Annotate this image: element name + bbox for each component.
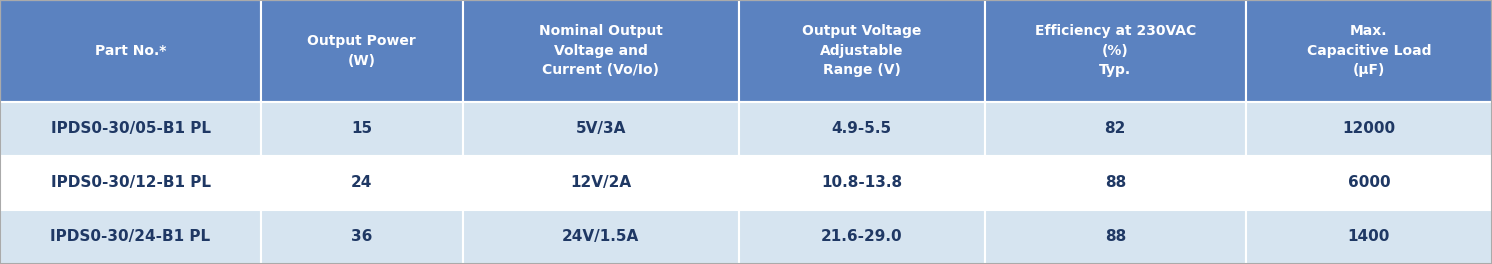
Text: IPDS0-30/12-B1 PL: IPDS0-30/12-B1 PL <box>51 175 210 190</box>
Bar <box>463 210 739 264</box>
Text: 24V/1.5A: 24V/1.5A <box>562 229 639 244</box>
Bar <box>463 156 739 210</box>
Text: IPDS0-30/05-B1 PL: IPDS0-30/05-B1 PL <box>51 121 210 136</box>
Text: Efficiency at 230VAC
(%)
Typ.: Efficiency at 230VAC (%) Typ. <box>1034 24 1197 77</box>
Bar <box>985 0 1246 102</box>
Text: 15: 15 <box>351 121 373 136</box>
Text: 12V/2A: 12V/2A <box>570 175 631 190</box>
Bar <box>0 102 261 156</box>
Text: 5V/3A: 5V/3A <box>576 121 625 136</box>
Bar <box>1246 156 1492 210</box>
Text: 88: 88 <box>1104 175 1126 190</box>
Bar <box>1246 102 1492 156</box>
Text: 36: 36 <box>351 229 373 244</box>
Bar <box>463 0 739 102</box>
Bar <box>1246 210 1492 264</box>
Bar <box>261 156 463 210</box>
Bar <box>463 102 739 156</box>
Text: 6000: 6000 <box>1347 175 1391 190</box>
Bar <box>261 0 463 102</box>
Text: 1400: 1400 <box>1347 229 1391 244</box>
Bar <box>261 210 463 264</box>
Bar <box>985 102 1246 156</box>
Bar <box>1246 0 1492 102</box>
Text: 21.6-29.0: 21.6-29.0 <box>821 229 903 244</box>
Bar <box>0 156 261 210</box>
Text: Output Power
(W): Output Power (W) <box>307 34 416 68</box>
Text: 88: 88 <box>1104 229 1126 244</box>
Text: Max.
Capacitive Load
(μF): Max. Capacitive Load (μF) <box>1307 24 1431 77</box>
Bar <box>739 210 985 264</box>
Bar <box>739 102 985 156</box>
Bar <box>739 156 985 210</box>
Bar <box>739 0 985 102</box>
Bar <box>0 0 261 102</box>
Text: 82: 82 <box>1104 121 1126 136</box>
Text: 10.8-13.8: 10.8-13.8 <box>821 175 903 190</box>
Bar <box>0 210 261 264</box>
Text: Nominal Output
Voltage and
Current (Vo/Io): Nominal Output Voltage and Current (Vo/I… <box>539 24 662 77</box>
Bar <box>985 156 1246 210</box>
Text: Output Voltage
Adjustable
Range (V): Output Voltage Adjustable Range (V) <box>801 24 922 77</box>
Text: Part No.*: Part No.* <box>95 44 166 58</box>
Text: 24: 24 <box>351 175 373 190</box>
Bar <box>261 102 463 156</box>
Text: 12000: 12000 <box>1343 121 1395 136</box>
Bar <box>985 210 1246 264</box>
Text: IPDS0-30/24-B1 PL: IPDS0-30/24-B1 PL <box>51 229 210 244</box>
Text: 4.9-5.5: 4.9-5.5 <box>831 121 892 136</box>
